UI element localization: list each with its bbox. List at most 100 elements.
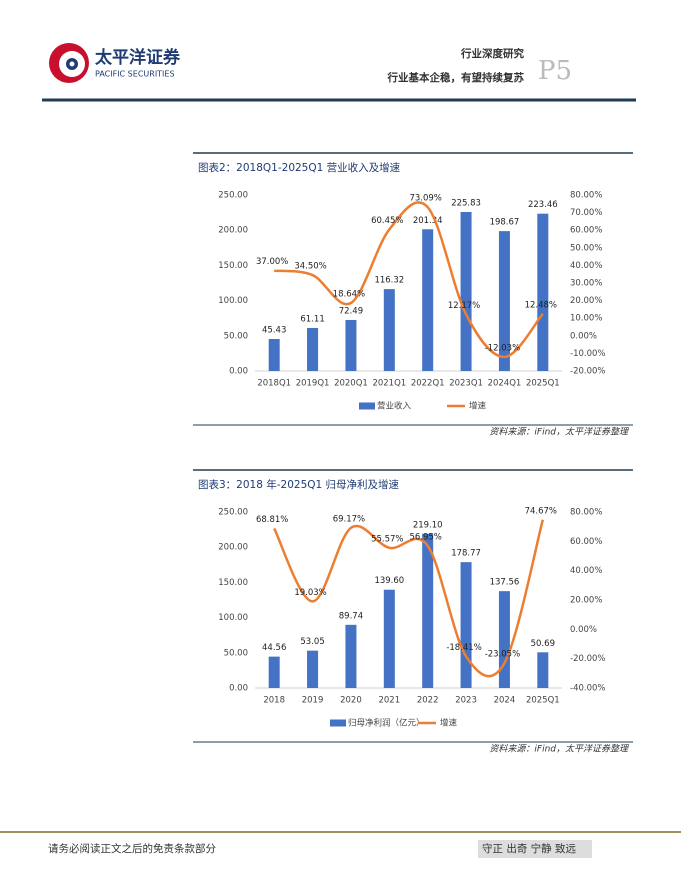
line-label: 68.81% <box>256 515 288 525</box>
y2-tick-label: 70.00% <box>570 208 602 218</box>
y2-tick-label: 30.00% <box>570 279 602 289</box>
legend-label: 增速 <box>469 401 487 412</box>
bar <box>345 624 357 688</box>
bar-label: 44.56 <box>262 643 286 653</box>
line-label: 55.57% <box>371 534 403 544</box>
bar <box>537 213 549 371</box>
y-tick-label: 0.00 <box>229 684 248 694</box>
chart-title: 图表2：2018Q1-2025Q1 营业收入及增速 <box>198 161 401 174</box>
x-tick-label: 2022 <box>417 696 439 706</box>
line-label: 18.64% <box>333 289 365 299</box>
logo-en: PACIFIC SECURITIES <box>95 70 175 79</box>
line-label: -12.03% <box>485 343 520 353</box>
x-tick-label: 2025Q1 <box>526 696 560 706</box>
legend-swatch <box>359 402 375 410</box>
bar <box>268 656 280 688</box>
source: 资料来源：iFind，太平洋证券整理 <box>489 427 630 438</box>
y-tick-label: 0.00 <box>229 367 248 377</box>
bar <box>498 231 510 371</box>
x-tick-label: 2020Q1 <box>334 379 368 389</box>
legend-label: 归母净利润（亿元） <box>348 718 425 729</box>
y2-tick-label: 40.00% <box>570 261 602 271</box>
y2-tick-label: 0.00% <box>570 331 597 341</box>
logo-cn: 太平洋证券 <box>95 47 181 68</box>
line <box>274 201 544 359</box>
line-label: 56.95% <box>409 532 441 542</box>
x-tick-label: 2024 <box>494 696 516 706</box>
y2-tick-label: -40.00% <box>570 684 605 694</box>
bar-label: 223.46 <box>528 200 558 210</box>
y2-tick-label: 0.00% <box>570 625 597 635</box>
bar-label: 225.83 <box>451 199 481 209</box>
bar <box>498 591 510 688</box>
line-label: 69.17% <box>333 514 365 524</box>
y2-tick-label: 20.00% <box>570 596 602 606</box>
line-label: 34.50% <box>294 262 326 272</box>
bar-label: 89.74 <box>339 611 363 621</box>
report-title: 行业基本企稳，有望持续复苏 <box>387 71 525 84</box>
bar <box>537 652 549 688</box>
bar <box>268 339 280 371</box>
source: 资料来源：iFind，太平洋证券整理 <box>489 744 630 755</box>
y2-tick-label: -20.00% <box>570 367 605 377</box>
x-tick-label: 2025Q1 <box>526 379 560 389</box>
y2-tick-label: 10.00% <box>570 314 602 324</box>
legend-swatch <box>330 719 346 727</box>
legend-label: 增速 <box>440 718 458 729</box>
bar-label: 50.69 <box>531 639 555 649</box>
bar-label: 178.77 <box>451 549 481 559</box>
y-tick-label: 100.00 <box>218 296 248 306</box>
y-tick-label: 50.00 <box>224 648 248 658</box>
y2-tick-label: 20.00% <box>570 296 602 306</box>
line-label: 60.45% <box>371 216 403 226</box>
bar <box>345 319 357 371</box>
report-type: 行业深度研究 <box>460 47 524 60</box>
bar-label: 219.10 <box>413 520 443 530</box>
bar-label: 61.11 <box>300 314 324 324</box>
y-tick-label: 100.00 <box>218 613 248 623</box>
line-label: 73.09% <box>409 194 441 204</box>
bar <box>383 289 395 371</box>
x-tick-label: 2018Q1 <box>257 379 291 389</box>
x-tick-label: 2021 <box>378 696 400 706</box>
x-tick-label: 2023Q1 <box>449 379 483 389</box>
bar <box>422 533 434 688</box>
y-tick-label: 50.00 <box>224 331 248 341</box>
bar-label: 198.67 <box>490 218 520 228</box>
bar <box>422 229 434 371</box>
bar-label: 72.49 <box>339 306 363 316</box>
y2-tick-label: -10.00% <box>570 349 605 359</box>
y2-tick-label: 80.00% <box>570 191 602 201</box>
x-tick-label: 2023 <box>455 696 477 706</box>
legend-label: 营业收入 <box>377 401 412 412</box>
x-tick-label: 2021Q1 <box>372 379 406 389</box>
x-tick-label: 2024Q1 <box>488 379 522 389</box>
x-tick-label: 2022Q1 <box>411 379 445 389</box>
page-number: P5 <box>538 56 572 86</box>
y2-tick-label: 60.00% <box>570 537 602 547</box>
line-label: -18.41% <box>446 643 481 653</box>
y2-tick-label: 80.00% <box>570 508 602 518</box>
line-label: 12.17% <box>448 301 480 311</box>
x-tick-label: 2019 <box>302 696 324 706</box>
line-label: 74.67% <box>525 506 557 516</box>
x-tick-label: 2020 <box>340 696 362 706</box>
line-label: 37.00% <box>256 257 288 267</box>
bar-label: 201.34 <box>413 216 443 226</box>
y2-tick-label: -20.00% <box>570 654 605 664</box>
chart-title: 图表3：2018 年-2025Q1 归母净利及增速 <box>198 478 400 491</box>
motto-bg <box>478 840 592 858</box>
y-tick-label: 250.00 <box>218 191 248 201</box>
line <box>273 519 545 678</box>
bar <box>307 650 319 688</box>
bar-label: 116.32 <box>374 276 404 286</box>
y-tick-label: 200.00 <box>218 543 248 553</box>
bar <box>460 212 472 371</box>
bar-label: 137.56 <box>490 578 520 588</box>
bar-label: 53.05 <box>300 637 324 647</box>
bar <box>383 589 395 688</box>
disclaimer: 请务必阅读正文之后的免责条款部分 <box>48 842 216 855</box>
y-tick-label: 250.00 <box>218 508 248 518</box>
line-label: 19.03% <box>294 588 326 598</box>
